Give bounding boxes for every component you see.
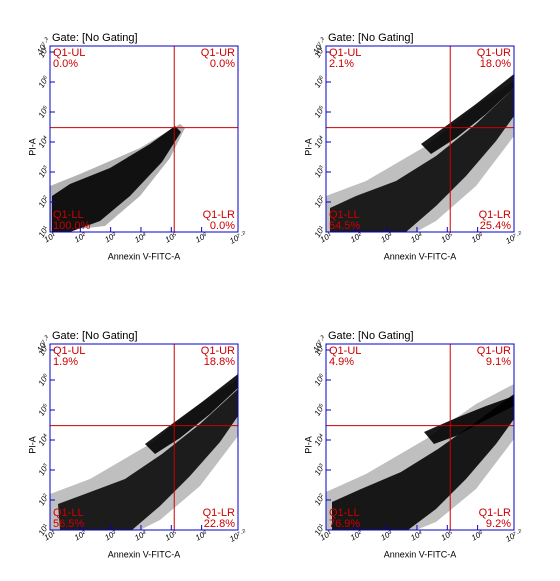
x-tick-label: 10³ bbox=[379, 231, 394, 245]
quadrant-percent: 76.9% bbox=[329, 518, 360, 530]
plot-title: Gate: [No Gating] bbox=[52, 330, 138, 342]
x-tick-label: 10⁶ bbox=[470, 528, 486, 542]
quadrant-name: Q1-LL bbox=[329, 507, 360, 519]
quadrant-name: Q1-UR bbox=[201, 47, 235, 59]
y-tick-label: 10⁴ bbox=[313, 134, 327, 150]
y-tick-label: 10⁶ bbox=[37, 74, 51, 90]
quadrant-percent: 54.5% bbox=[329, 220, 360, 232]
quadrant-percent: 100.0% bbox=[53, 220, 91, 232]
quadrant-name: Q1-LR bbox=[479, 507, 511, 519]
quadrant-percent: 18.8% bbox=[204, 356, 235, 368]
x-tick-label: 10² bbox=[73, 529, 88, 543]
x-tick-label: 10² bbox=[73, 231, 88, 245]
plot-frame bbox=[325, 45, 515, 233]
x-tick-label: 10⁵ bbox=[440, 230, 456, 244]
plot-frame bbox=[325, 343, 515, 531]
x-tick-label: 10⁶ bbox=[194, 528, 210, 542]
quadrant-percent: 56.5% bbox=[53, 518, 84, 530]
y-axis-label: PI-A bbox=[27, 138, 37, 156]
x-tick-label: 10³ bbox=[103, 529, 118, 543]
y-tick-label: 10³ bbox=[37, 462, 51, 477]
event-cloud bbox=[50, 124, 185, 232]
x-tick-label: 10² bbox=[349, 231, 364, 245]
quadrant-name: Q1-LR bbox=[203, 209, 235, 221]
x-tick-label: 10⁵ bbox=[164, 230, 180, 244]
y-tick-label: 10⁶ bbox=[313, 372, 327, 388]
y-axis-label: PI-A bbox=[303, 436, 313, 454]
y-tick-label: 10⁴ bbox=[37, 134, 51, 150]
quadrant-percent: 2.1% bbox=[329, 58, 354, 70]
quadrant-percent: 0.0% bbox=[53, 58, 78, 70]
x-axis-label: Annexin V-FITC-A bbox=[384, 251, 457, 261]
x-tick-label: 10³ bbox=[379, 529, 394, 543]
plot-frame bbox=[49, 45, 239, 233]
x-tick-label: 10² bbox=[349, 529, 364, 543]
quadrant-name: Q1-UL bbox=[329, 47, 361, 59]
quadrant-name: Q1-UR bbox=[477, 345, 511, 357]
y-axis-label: PI-A bbox=[27, 436, 37, 454]
x-axis-label: Annexin V-FITC-A bbox=[108, 549, 181, 559]
quadrant-percent: 0.0% bbox=[210, 220, 235, 232]
quadrant-percent: 25.4% bbox=[480, 220, 511, 232]
y-axis-label: PI-A bbox=[303, 138, 313, 156]
y-tick-label: 10⁶ bbox=[37, 372, 51, 388]
quadrant-name: Q1-LL bbox=[53, 209, 84, 221]
y-tick-label: 10² bbox=[37, 492, 51, 507]
x-tick-label: 10⁵ bbox=[440, 528, 456, 542]
quadrant-percent: 1.9% bbox=[53, 356, 78, 368]
quadrant-name: Q1-LL bbox=[53, 507, 84, 519]
quadrant-name: Q1-UR bbox=[477, 47, 511, 59]
y-tick-label: 10² bbox=[37, 194, 51, 209]
y-tick-label: 10⁴ bbox=[313, 432, 327, 448]
quadrant-name: Q1-UR bbox=[201, 345, 235, 357]
quadrant-percent: 9.2% bbox=[486, 518, 511, 530]
event-cloud bbox=[326, 384, 514, 530]
quadrant-percent: 4.9% bbox=[329, 356, 354, 368]
quadrant-name: Q1-LR bbox=[203, 507, 235, 519]
y-tick-label: 10⁶ bbox=[313, 74, 327, 90]
quadrant-name: Q1-UL bbox=[329, 345, 361, 357]
x-tick-label: 10⁴ bbox=[409, 230, 425, 244]
x-tick-label: 10⁴ bbox=[133, 230, 149, 244]
y-tick-label: 10² bbox=[313, 492, 327, 507]
x-tick-label: 10⁴ bbox=[133, 528, 149, 542]
event-cloud bbox=[50, 374, 238, 530]
quadrant-name: Q1-LL bbox=[329, 209, 360, 221]
y-tick-label: 10³ bbox=[313, 164, 327, 179]
y-tick-label: 10⁵ bbox=[313, 402, 327, 418]
y-tick-label: 10⁴ bbox=[37, 432, 51, 448]
x-tick-label: 10⁶ bbox=[194, 230, 210, 244]
x-axis-label: Annexin V-FITC-A bbox=[108, 251, 181, 261]
quadrant-name: Q1-UL bbox=[53, 47, 85, 59]
x-tick-label: 10⁶ bbox=[470, 230, 486, 244]
quadrant-percent: 18.0% bbox=[480, 58, 511, 70]
plot-title: Gate: [No Gating] bbox=[328, 32, 414, 44]
y-tick-label: 10³ bbox=[313, 462, 327, 477]
y-tick-label: 10² bbox=[313, 194, 327, 209]
event-cloud bbox=[326, 74, 514, 232]
quadrant-name: Q1-LR bbox=[479, 209, 511, 221]
x-tick-label: 10⁴ bbox=[409, 528, 425, 542]
quadrant-name: Q1-UL bbox=[53, 345, 85, 357]
y-tick-label: 10³ bbox=[37, 164, 51, 179]
x-tick-label: 10³ bbox=[103, 231, 118, 245]
plot-title: Gate: [No Gating] bbox=[52, 32, 138, 44]
y-tick-label: 10⁵ bbox=[313, 104, 327, 120]
x-axis-label: Annexin V-FITC-A bbox=[384, 549, 457, 559]
quadrant-percent: 0.0% bbox=[210, 58, 235, 70]
quadrant-percent: 22.8% bbox=[204, 518, 235, 530]
plot-frame bbox=[49, 343, 239, 531]
plot-title: Gate: [No Gating] bbox=[328, 330, 414, 342]
quadrant-percent: 9.1% bbox=[486, 356, 511, 368]
x-tick-label: 10⁵ bbox=[164, 528, 180, 542]
y-tick-label: 10⁵ bbox=[37, 104, 51, 120]
y-tick-label: 10⁵ bbox=[37, 402, 51, 418]
